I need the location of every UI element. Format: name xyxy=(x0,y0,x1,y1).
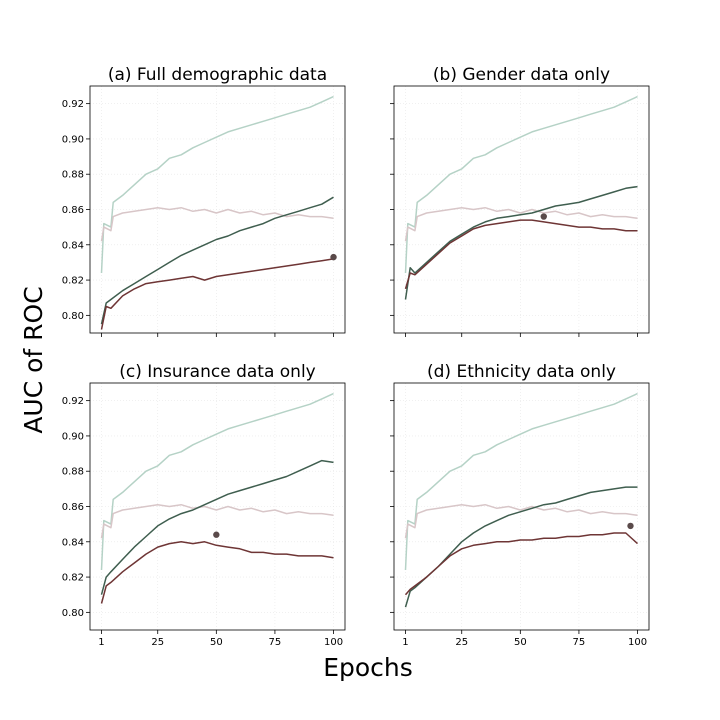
series-line-3 xyxy=(404,185,638,300)
panel-title: (d) Ethnicity data only xyxy=(427,362,616,382)
y-tick-label: 0.84 xyxy=(62,537,84,548)
series-line-2 xyxy=(404,503,638,539)
y-tick-label: 0.80 xyxy=(62,311,84,322)
series-line-1 xyxy=(100,95,334,274)
y-tick-label: 0.90 xyxy=(62,134,84,145)
x-tick-label: 1 xyxy=(402,637,408,648)
series-line-4 xyxy=(404,219,638,290)
y-tick-label: 0.80 xyxy=(62,608,84,619)
x-tick-label: 50 xyxy=(210,637,223,648)
panel-4: 1 25 50 75 100 (d) Ethnicity data only xyxy=(390,362,650,648)
x-tick-label: 75 xyxy=(573,637,586,648)
panel-title: (b) Gender data only xyxy=(433,65,610,85)
series-line-4 xyxy=(100,258,334,330)
series-line-1 xyxy=(404,392,638,571)
series-line-3 xyxy=(404,486,638,608)
data-point-marker xyxy=(330,253,337,261)
series-line-4 xyxy=(404,532,639,596)
series-line-2 xyxy=(404,206,638,242)
series-line-4 xyxy=(100,541,334,604)
panel-3: 1 25 50 75 100 0.80 0.82 0.84 0.86 0.88 0.90 0.92 (c… xyxy=(62,362,346,648)
x-tick-label: 25 xyxy=(151,637,164,648)
panel-2: (b) Gender data only xyxy=(390,65,650,337)
x-tick-label: 1 xyxy=(98,637,104,648)
panel-grid xyxy=(394,86,649,333)
series-line-1 xyxy=(404,95,638,274)
data-point-marker xyxy=(627,522,634,530)
series-line-3 xyxy=(100,196,334,325)
y-tick-label: 0.88 xyxy=(62,467,84,478)
figure-ylabel: AUC of ROC xyxy=(19,286,48,433)
series-line-1 xyxy=(100,392,334,571)
panel-grid xyxy=(90,383,345,630)
y-tick-label: 0.86 xyxy=(62,205,84,216)
x-tick-label: 50 xyxy=(514,637,527,648)
y-tick-label: 0.90 xyxy=(62,431,84,442)
series-line-3 xyxy=(100,459,334,595)
series-line-2 xyxy=(100,206,334,242)
panel-grid xyxy=(394,383,649,630)
y-tick-label: 0.84 xyxy=(62,240,84,251)
data-point-marker xyxy=(213,531,220,538)
panel-title: (c) Insurance data only xyxy=(119,362,315,382)
panel-1: 0.80 0.82 0.84 0.86 0.88 0.90 0.92 (a) Full dem… xyxy=(62,65,346,337)
figure-xlabel: Epochs xyxy=(323,653,413,682)
panel-title: (a) Full demographic data xyxy=(108,65,327,85)
x-tick-label: 25 xyxy=(455,637,468,648)
data-point-marker xyxy=(540,213,547,220)
y-tick-label: 0.86 xyxy=(62,502,84,513)
y-tick-label: 0.82 xyxy=(62,276,84,287)
x-tick-label: 100 xyxy=(324,637,343,648)
y-tick-label: 0.82 xyxy=(62,573,84,584)
y-tick-label: 0.92 xyxy=(62,99,84,110)
x-tick-label: 75 xyxy=(269,637,282,648)
panel-grid xyxy=(90,86,345,333)
y-tick-label: 0.92 xyxy=(62,396,84,407)
series-line-2 xyxy=(100,503,334,539)
y-tick-label: 0.88 xyxy=(62,170,84,181)
x-tick-label: 100 xyxy=(628,637,647,648)
